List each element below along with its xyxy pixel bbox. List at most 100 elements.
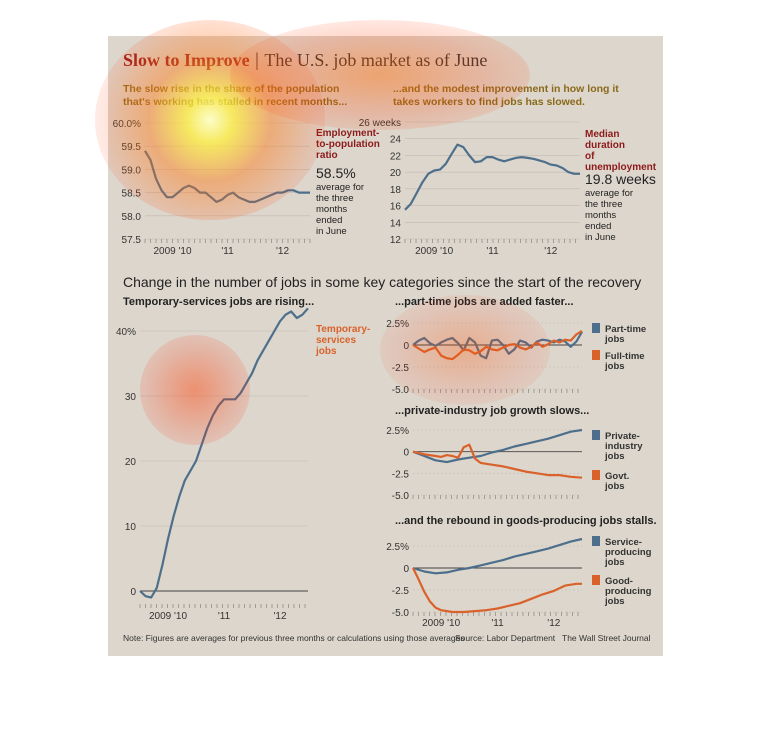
y-tick-label: 22	[390, 151, 402, 162]
legend-label: Part-time	[605, 324, 646, 335]
x-tick-label: '11	[218, 611, 231, 622]
y-tick-label: 24	[390, 135, 402, 146]
value-note-line: in June	[585, 232, 616, 243]
annotation-line: of	[585, 151, 595, 162]
annotation-line: jobs	[315, 346, 337, 357]
value-note-line: in June	[316, 226, 347, 237]
footnote: Note: Figures are averages for previous …	[123, 633, 465, 643]
legend-label: Govt.	[605, 471, 629, 482]
value-note-line: the three	[585, 199, 623, 210]
x-tick-label: '12	[547, 618, 560, 629]
x-tick-label: '12	[544, 246, 557, 257]
y-tick-label: 59.5	[122, 142, 142, 153]
x-tick-label: '11	[491, 618, 504, 629]
annotation-line: unemployment	[585, 162, 657, 173]
series-line	[412, 331, 583, 360]
subtitle-goods: ...and the rebound in goods-producing jo…	[395, 515, 657, 527]
y-tick-label: 2.5%	[386, 319, 409, 330]
y-tick-label: 12	[390, 235, 402, 246]
y-tick-label: 20	[390, 168, 402, 179]
legend-label: jobs	[604, 481, 625, 492]
y-tick-label: -5.0	[392, 385, 410, 396]
subtitle-temp: Temporary-services jobs are rising...	[123, 296, 315, 308]
y-tick-label: 16	[390, 202, 402, 213]
y-tick-label: -5.0	[392, 608, 410, 619]
y-tick-label: 0	[403, 564, 409, 575]
legend-swatch	[592, 470, 600, 480]
y-tick-label: 60.0%	[113, 119, 141, 130]
y-tick-label: 2.5%	[386, 542, 409, 553]
series-line	[404, 143, 580, 211]
y-tick-label: 40%	[116, 327, 136, 338]
legend-swatch	[592, 575, 600, 585]
y-tick-label: 0	[403, 448, 409, 459]
y-tick-label: -5.0	[392, 491, 410, 502]
y-tick-label: 2.5%	[386, 426, 409, 437]
legend-label: Full-time	[605, 351, 645, 362]
x-tick-label: 2009 '10	[149, 611, 187, 622]
x-tick-label: '12	[273, 611, 286, 622]
x-tick-label: 2009 '10	[415, 246, 453, 257]
y-tick-label: 58.0	[122, 212, 142, 223]
y-tick-label: 20	[125, 457, 137, 468]
legend-swatch	[592, 430, 600, 440]
source-note: Source: Labor Department	[455, 633, 556, 643]
legend-label: jobs	[604, 451, 625, 462]
annotation-line: to-population	[316, 139, 380, 150]
y-tick-label: -2.5	[392, 363, 410, 374]
legend-label: Service-	[605, 537, 642, 548]
value-note-line: the three	[316, 193, 354, 204]
section-title: Change in the number of jobs in some key…	[123, 274, 642, 290]
legend-label: jobs	[604, 361, 625, 372]
y-tick-label: 0	[403, 341, 409, 352]
series-line	[144, 150, 310, 203]
y-tick-label: -2.5	[392, 469, 410, 480]
x-tick-label: '12	[276, 246, 289, 257]
x-tick-label: '11	[486, 246, 499, 257]
caption-line: ...and the modest improvement in how lon…	[393, 83, 619, 95]
legend-swatch	[592, 536, 600, 546]
subtitle-private: ...private-industry job growth slows...	[395, 405, 590, 417]
series-line	[412, 443, 583, 479]
legend-label: jobs	[604, 557, 625, 568]
y-tick-label: 59.0	[122, 165, 142, 176]
y-tick-label: -2.5	[392, 586, 410, 597]
value-note-line: ended	[585, 221, 611, 232]
x-tick-label: 2009 '10	[153, 246, 191, 257]
y-tick-label: 57.5	[122, 235, 142, 246]
y-tick-label: 18	[390, 185, 402, 196]
y-tick-label: 26 weeks	[359, 118, 401, 129]
legend-label: industry	[605, 441, 643, 452]
legend-label: producing	[605, 586, 652, 597]
top-right-caption: ...and the modest improvement in how lon…	[393, 83, 619, 109]
legend-label: jobs	[604, 596, 625, 607]
y-tick-label: 58.5	[122, 189, 142, 200]
y-tick-label: 10	[125, 522, 137, 533]
annotation-line: services	[316, 335, 356, 346]
caption-line: takes workers to find jobs has slowed.	[393, 96, 585, 108]
series-line	[412, 428, 583, 464]
value-note-line: months	[316, 204, 347, 215]
annotation-line: Employment-	[316, 128, 379, 139]
value-note-line: months	[585, 210, 616, 221]
legend-label: Good-	[605, 576, 633, 587]
credit-note: The Wall Street Journal	[562, 633, 651, 643]
x-tick-label: '11	[221, 246, 234, 257]
series-line	[139, 307, 309, 599]
series-line	[412, 567, 582, 614]
legend-label: Private-	[605, 431, 640, 442]
y-tick-label: 14	[390, 218, 402, 229]
y-tick-label: 0	[130, 587, 136, 598]
series-line	[412, 537, 583, 575]
legend-swatch	[592, 350, 600, 360]
legend-label: producing	[605, 547, 652, 558]
x-tick-label: 2009 '10	[422, 618, 460, 629]
annotation-line: ratio	[316, 150, 338, 161]
series-line	[412, 329, 583, 361]
legend-label: jobs	[604, 334, 625, 345]
value-note-line: average for	[316, 182, 364, 193]
annotation-line: Temporary-	[316, 324, 370, 335]
value-label: 58.5%	[316, 165, 356, 181]
y-tick-label: 30	[125, 392, 137, 403]
annotation-line: duration	[585, 140, 625, 151]
